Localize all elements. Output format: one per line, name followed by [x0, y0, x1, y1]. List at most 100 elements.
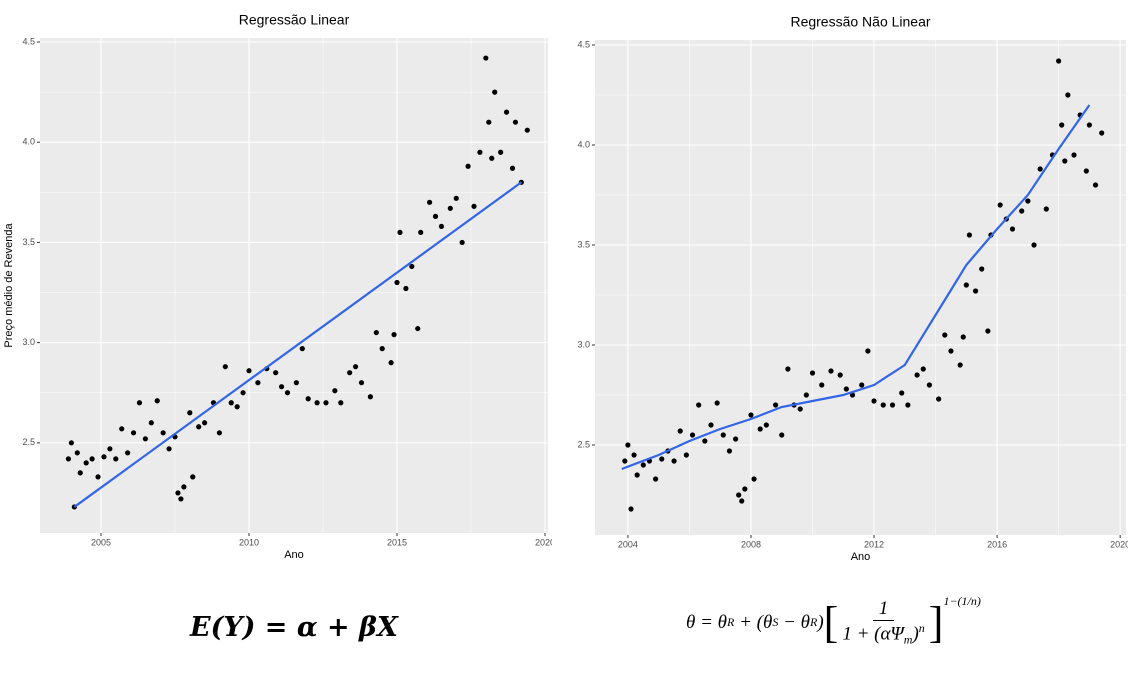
point	[1019, 208, 1025, 214]
y-axis-label: Preço médio de Revenda	[3, 223, 15, 348]
x-tick-label: 2015	[387, 537, 407, 547]
point	[234, 404, 240, 410]
formula-part: )	[912, 623, 919, 645]
point	[125, 450, 131, 456]
point	[785, 366, 791, 372]
point	[338, 400, 344, 406]
point	[418, 229, 424, 235]
point	[367, 394, 373, 400]
point	[477, 149, 483, 155]
point	[447, 205, 453, 211]
point	[779, 432, 785, 438]
point	[498, 149, 504, 155]
point	[394, 279, 400, 286]
point	[905, 402, 911, 408]
point	[997, 202, 1003, 208]
point	[89, 456, 95, 462]
point	[683, 452, 689, 458]
point	[659, 456, 665, 462]
point	[871, 398, 877, 404]
point	[453, 195, 459, 201]
point	[972, 288, 979, 294]
x-tick-label: 2005	[91, 537, 111, 547]
point	[1065, 92, 1071, 98]
point	[512, 119, 519, 125]
numerator: 1	[872, 598, 895, 621]
point	[101, 454, 107, 460]
point	[732, 436, 739, 442]
point	[201, 420, 208, 426]
point	[432, 213, 439, 219]
point	[465, 163, 471, 169]
point	[936, 396, 942, 402]
point	[95, 474, 101, 480]
point	[154, 398, 160, 404]
point	[880, 402, 886, 408]
point	[438, 223, 445, 229]
point	[708, 422, 714, 428]
point	[714, 400, 720, 406]
point	[1056, 58, 1062, 64]
point	[240, 390, 246, 396]
point	[942, 332, 948, 338]
chart-title: Regressão Não Linear	[790, 14, 930, 30]
point	[83, 460, 89, 466]
point	[190, 474, 196, 480]
point	[677, 428, 683, 434]
point	[640, 462, 646, 468]
point	[622, 458, 628, 464]
point	[216, 430, 222, 436]
point	[503, 109, 510, 115]
y-tick-label: 2.5	[22, 437, 35, 447]
point	[628, 506, 634, 512]
point	[332, 388, 338, 394]
point	[1083, 168, 1089, 174]
x-tick-label: 2020	[1110, 539, 1130, 549]
formula-linear: E(Y) = α + βX	[190, 612, 398, 643]
point	[957, 362, 963, 368]
point	[222, 364, 228, 370]
point	[130, 430, 137, 436]
y-tick-label: 3.0	[577, 339, 590, 349]
point	[486, 119, 492, 125]
point	[181, 484, 187, 490]
point	[483, 55, 489, 61]
exponent: 1−(1/n)	[943, 594, 981, 608]
point	[74, 450, 80, 456]
point	[68, 440, 74, 446]
formula-part: θ = θ	[686, 611, 727, 633]
point	[739, 498, 745, 504]
point	[1099, 130, 1105, 136]
fit-line	[73, 181, 523, 508]
point	[1059, 122, 1065, 128]
point	[1031, 242, 1037, 248]
point	[459, 239, 465, 246]
fit-line	[621, 104, 1091, 471]
point	[948, 348, 954, 354]
charts: 2005 2010 2015 2020 2.5 3.0 3.5 4.0 4.5 Regressão…	[3, 12, 1130, 563]
point	[347, 370, 353, 376]
formula-sub: S	[772, 615, 779, 630]
bracket: [	[823, 597, 839, 647]
point	[736, 492, 742, 498]
point	[187, 410, 193, 416]
point	[323, 400, 329, 406]
x-tick-label: 2004	[618, 539, 638, 549]
point	[849, 392, 856, 398]
point	[358, 380, 365, 386]
formula-sup: n	[918, 621, 925, 635]
point	[757, 426, 763, 432]
y-tick-label: 3.0	[22, 337, 35, 347]
y-tick-label: 4.5	[577, 39, 590, 49]
point	[763, 422, 769, 428]
y-tick-label: 3.5	[577, 239, 590, 249]
point	[828, 368, 834, 374]
point	[899, 390, 905, 396]
point	[920, 366, 926, 372]
point	[166, 446, 172, 452]
point	[671, 458, 677, 464]
point	[160, 430, 166, 436]
point	[803, 392, 809, 398]
denominator: 1 + (αΨm)n	[842, 621, 924, 647]
point	[963, 282, 969, 288]
